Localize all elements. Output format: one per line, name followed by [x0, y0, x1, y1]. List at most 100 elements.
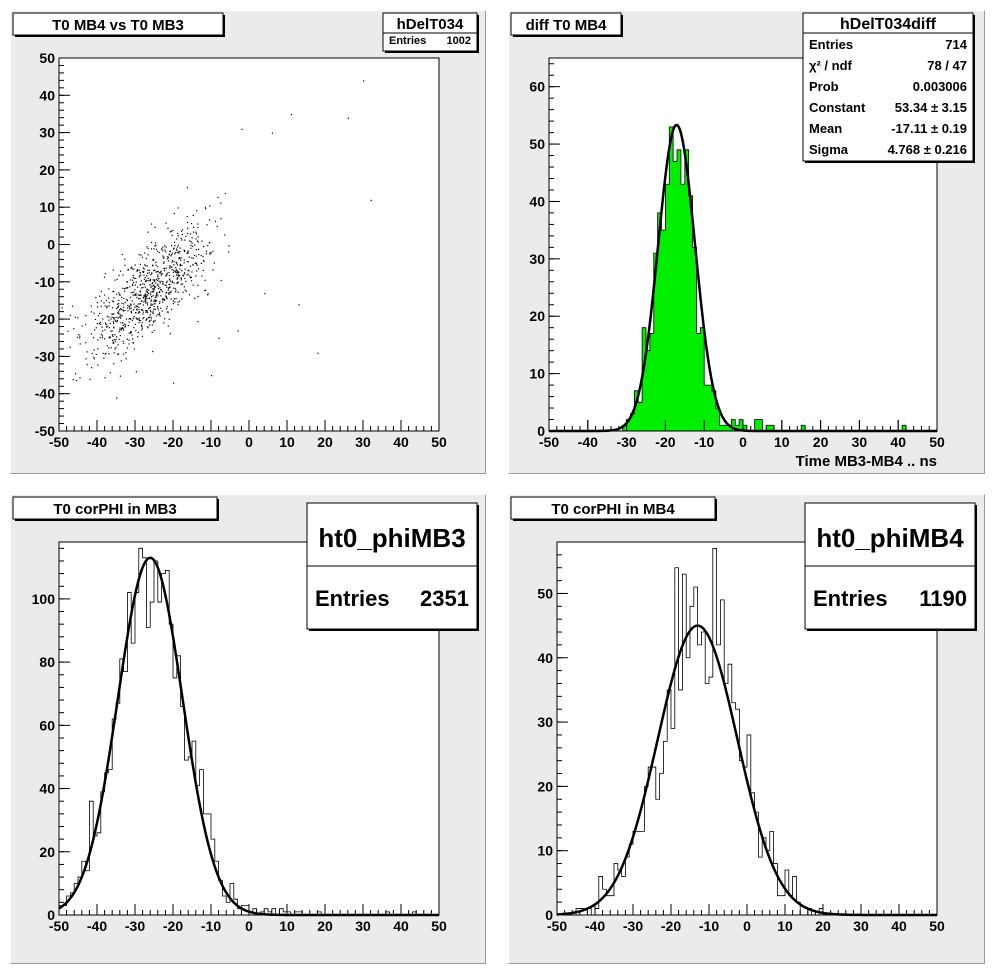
scatter-point	[178, 271, 180, 273]
stats-row-label: Entries	[389, 35, 426, 47]
scatter-point	[112, 301, 115, 303]
y-tick-label: 0	[47, 907, 55, 923]
scatter-point	[69, 314, 71, 317]
scatter-point	[176, 251, 178, 254]
pad-diff-histogram: -50 -40 -30 -20 -10 0 10 20 30 40 50 0 10 20 30 40 50 60 d…	[508, 10, 985, 474]
scatter-point	[165, 308, 168, 310]
scatter-point	[127, 310, 129, 312]
scatter-point	[111, 334, 114, 336]
scatter-point	[173, 261, 175, 263]
x-tick-label: 50	[929, 434, 945, 450]
scatter-point	[154, 300, 157, 303]
scatter-point	[127, 269, 129, 271]
scatter-point	[150, 286, 152, 288]
scatter-point	[105, 326, 108, 328]
scatter-point	[119, 329, 121, 331]
scatter-point	[145, 319, 147, 321]
scatter-point	[141, 325, 143, 328]
scatter-point	[172, 229, 174, 232]
scatter-point	[147, 247, 149, 250]
x-tick-label: -10	[699, 918, 719, 934]
scatter-point	[165, 267, 167, 269]
scatter-point	[113, 352, 115, 354]
scatter-point	[180, 259, 182, 262]
scatter-point	[144, 295, 146, 298]
scatter-point	[116, 319, 118, 322]
scatter-point	[123, 342, 125, 344]
scatter-point	[142, 286, 144, 289]
scatter-point	[210, 252, 212, 254]
x-tick-label: 30	[355, 434, 371, 450]
stats-box	[802, 12, 974, 162]
scatter-point	[116, 307, 118, 310]
scatter-point	[204, 289, 207, 292]
stats-row-value: 53.34 ± 3.15	[895, 100, 967, 115]
scatter-point	[133, 268, 135, 270]
scatter-point	[151, 324, 153, 326]
scatter-point	[108, 319, 110, 321]
scatter-point	[102, 330, 104, 332]
scatter-point	[134, 284, 136, 286]
scatter-point	[200, 254, 202, 257]
scatter-point	[131, 268, 133, 270]
scatter-point	[197, 268, 200, 270]
scatter-point	[156, 279, 159, 282]
scatter-point	[188, 294, 191, 296]
scatter-point	[136, 269, 138, 271]
x-tick-label: -40	[585, 918, 605, 934]
scatter-point	[187, 227, 189, 229]
scatter-point	[119, 316, 121, 318]
scatter-point	[100, 333, 103, 336]
x-tick-label: 20	[813, 434, 829, 450]
scatter-point	[146, 265, 148, 267]
scatter-point	[127, 286, 129, 289]
scatter-point	[164, 284, 166, 286]
scatter-point	[99, 336, 101, 339]
scatter-point	[154, 242, 157, 244]
scatter-point	[130, 307, 132, 309]
scatter-point	[160, 272, 162, 275]
scatter-point	[191, 237, 193, 239]
scatter-point	[166, 311, 168, 313]
scatter-point	[108, 297, 110, 299]
scatter-point	[195, 233, 197, 235]
scatter-point	[135, 329, 137, 332]
scatter-point	[112, 321, 114, 323]
scatter-point	[175, 267, 177, 269]
scatter-point	[94, 318, 97, 321]
scatter-point	[139, 290, 141, 293]
scatter-point	[121, 315, 123, 317]
scatter-point	[168, 292, 170, 294]
y-tick-label: 60	[529, 79, 545, 95]
scatter-point	[164, 249, 166, 251]
scatter-point	[129, 279, 132, 281]
scatter-point	[71, 305, 74, 307]
scatter-point	[123, 353, 125, 355]
stats-row-label: χ² / ndf	[809, 58, 853, 73]
scatter-point	[182, 291, 184, 293]
y-tick-label: 20	[39, 162, 55, 178]
x-tick-label: -20	[661, 918, 681, 934]
scatter-point	[162, 255, 164, 257]
x-tick-label: -10	[201, 918, 221, 934]
scatter-point	[175, 270, 177, 272]
scatter-point	[146, 290, 148, 293]
scatter-point	[204, 206, 207, 208]
scatter-point	[139, 303, 142, 305]
scatter-point	[152, 321, 155, 323]
scatter-point	[92, 337, 95, 339]
scatter-point	[189, 233, 192, 235]
scatter-point	[120, 317, 122, 319]
scatter-point	[79, 337, 81, 339]
scatter-point	[153, 330, 155, 332]
scatter-point	[106, 315, 108, 317]
scatter-point	[166, 258, 168, 260]
scatter-point	[167, 289, 169, 291]
scatter-point	[176, 278, 178, 280]
scatter-point	[145, 302, 147, 304]
scatter-point	[177, 232, 179, 235]
scatter-point	[120, 322, 122, 324]
scatter-point	[148, 297, 150, 299]
scatter-point	[148, 317, 150, 319]
scatter-point	[124, 324, 127, 326]
